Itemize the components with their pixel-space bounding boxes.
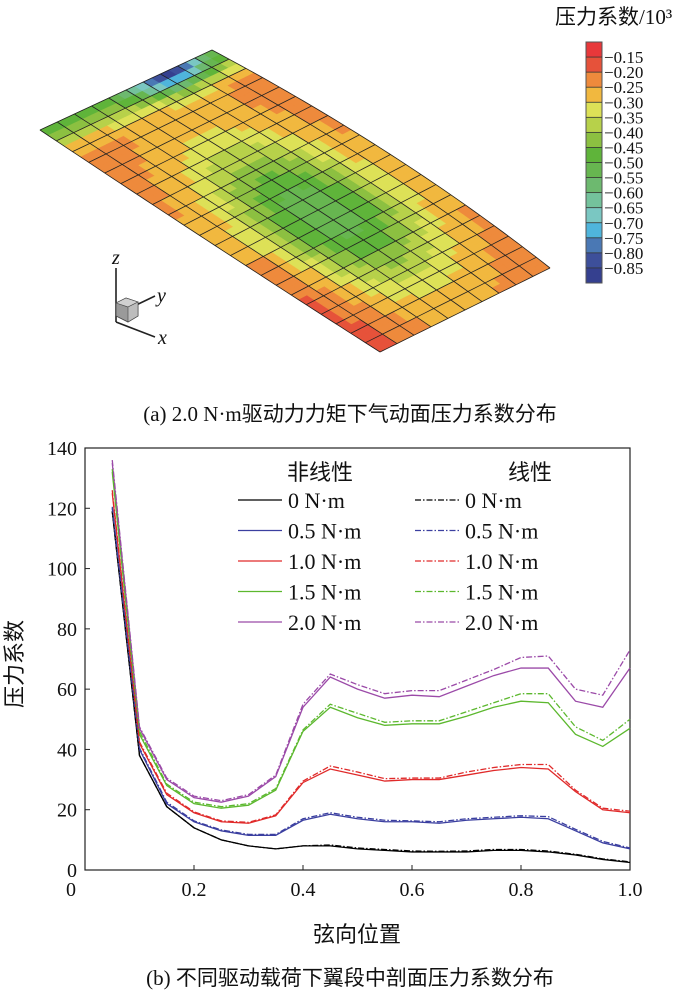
colorbar-swatch [586,132,602,148]
x-axis-label: x [157,327,167,349]
z-axis-label: z [111,247,120,269]
y-axis-title: 压力系数 [2,620,27,708]
colorbar-label: −0.85 [604,259,643,278]
legend-label: 0 N·m [288,488,345,513]
colorbar-swatch [586,267,602,284]
series-line-nonlinear-1.5 [111,472,631,809]
y-axis-label: y [155,285,166,307]
y-tick-label: 20 [57,800,77,822]
x-tick-label: 1.0 [618,879,643,901]
colorbar-swatch [586,117,602,133]
y-tick-label: 100 [47,559,77,581]
y-tick-label: 60 [57,679,77,701]
surface-mesh [39,49,551,353]
colorbar-swatch [586,57,602,73]
colorbar-label: −0.25 [604,78,643,97]
mesh-line [91,105,432,328]
pressure-surface-plot: z y x 压力系数/10³ −0.15−0.20−0.25−0.30−0.35… [39,5,672,353]
y-tick-label: 140 [47,438,77,460]
colorbar-swatch [586,147,602,163]
colorbar-label: −0.50 [604,154,643,173]
axis-triad: z y x [111,247,167,349]
series-line-nonlinear-0.5 [111,508,631,850]
mesh-line [160,73,500,294]
colorbar-label: −0.65 [604,199,643,218]
x-axis-title: 弦向位置 [313,922,401,947]
legend-label: 2.0 N·m [465,610,538,635]
mesh-line [142,81,483,302]
legend-label: 1.0 N·m [288,549,361,574]
x-tick-label: 0.4 [291,879,316,901]
y-tick-label: 120 [47,498,77,520]
colorbar-label: −0.55 [604,169,643,188]
legend-label: 1.5 N·m [288,580,361,605]
colorbar-swatch [586,177,602,194]
series-line-nonlinear-1.0 [111,493,631,824]
colorbar-label: −0.30 [604,93,643,112]
legend: 非线性 线性 0 N·m 0.5 N·m 1.0 N·m 1.5 N·m 2.0 N·m 0 … [238,460,552,635]
mesh-line [211,49,551,269]
series-line-nonlinear-0 [111,511,631,864]
colorbar-swatch [586,72,602,88]
series-line-linear-1.0 [111,490,631,824]
colorbar: −0.15−0.20−0.25−0.30−0.35−0.40−0.45−0.50… [585,41,643,284]
x-tick-label: 0.6 [400,879,425,901]
colorbar-label: −0.20 [604,63,643,82]
mesh-line [74,113,415,336]
colorbar-label: −0.70 [604,214,643,233]
series-line-linear-1.5 [111,469,631,808]
colorbar-swatch [586,237,602,254]
colorbar-label: −0.75 [604,229,643,248]
series-line-linear-0 [111,511,631,863]
colorbar-label: −0.60 [604,184,643,203]
series-line-linear-2.0 [111,459,631,802]
legend-label: 2.0 N·m [288,610,361,635]
caption-b: (b) 不同驱动载荷下翼段中剖面压力系数分布 [146,966,554,990]
series-line-linear-0.5 [111,506,631,849]
axis-ticks: 0 20 40 60 80 100 120 140 0 0.2 0.4 0.6 0.8 1.0 [47,438,643,901]
legend-label: 1.5 N·m [465,580,538,605]
mesh-line [108,97,449,319]
x-tick-label: 0.2 [182,879,207,901]
colorbar-label: −0.15 [604,48,643,67]
legend-header-nonlinear: 非线性 [287,460,353,485]
y-tick-label: 40 [57,739,77,761]
colorbar-title: 压力系数/10³ [555,5,672,29]
x-tick-label: 0 [66,879,76,901]
colorbar-swatch [586,162,602,179]
mesh-line [177,65,517,286]
y-tick-label: 80 [57,619,77,641]
colorbar-swatch [586,252,602,269]
plot-frame [84,447,631,871]
legend-label: 1.0 N·m [465,549,538,574]
caption-a: (a) 2.0 N·m驱动力力矩下气动面压力系数分布 [143,402,557,426]
colorbar-swatch [586,87,602,103]
colorbar-label: −0.80 [604,244,643,263]
colorbar-swatch [586,222,602,239]
legend-label: 0.5 N·m [288,519,361,544]
series-lines [111,459,631,864]
mesh-line [56,121,398,344]
colorbar-label: −0.35 [604,108,643,127]
colorbar-label: −0.45 [604,138,643,157]
colorbar-swatch [586,42,602,58]
mesh-line [194,57,534,277]
legend-label: 0 N·m [465,488,522,513]
colorbar-swatch [586,207,602,224]
x-tick-label: 0.8 [509,879,534,901]
mesh-line [125,89,466,311]
mesh-line [39,129,381,353]
y-tick-label: 0 [67,860,77,882]
legend-label: 0.5 N·m [465,519,538,544]
colorbar-label: −0.40 [604,123,643,142]
colorbar-swatch [586,102,602,118]
pressure-line-chart: 0 20 40 60 80 100 120 140 0 0.2 0.4 0.6 0.8 1.0 非线性 线性… [2,438,643,947]
colorbar-swatch [586,192,602,209]
legend-header-linear: 线性 [508,460,552,485]
series-line-nonlinear-2.0 [111,463,631,803]
